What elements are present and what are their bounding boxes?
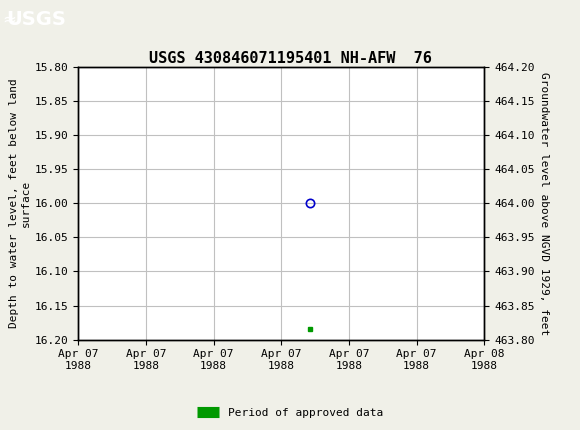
- Text: ≈: ≈: [2, 11, 16, 29]
- Y-axis label: Depth to water level, feet below land
surface: Depth to water level, feet below land su…: [9, 78, 31, 328]
- Y-axis label: Groundwater level above NGVD 1929, feet: Groundwater level above NGVD 1929, feet: [539, 71, 549, 335]
- Text: USGS 430846071195401 NH-AFW  76: USGS 430846071195401 NH-AFW 76: [148, 51, 432, 65]
- Legend: Period of approved data: Period of approved data: [193, 403, 387, 422]
- Text: USGS: USGS: [6, 10, 66, 29]
